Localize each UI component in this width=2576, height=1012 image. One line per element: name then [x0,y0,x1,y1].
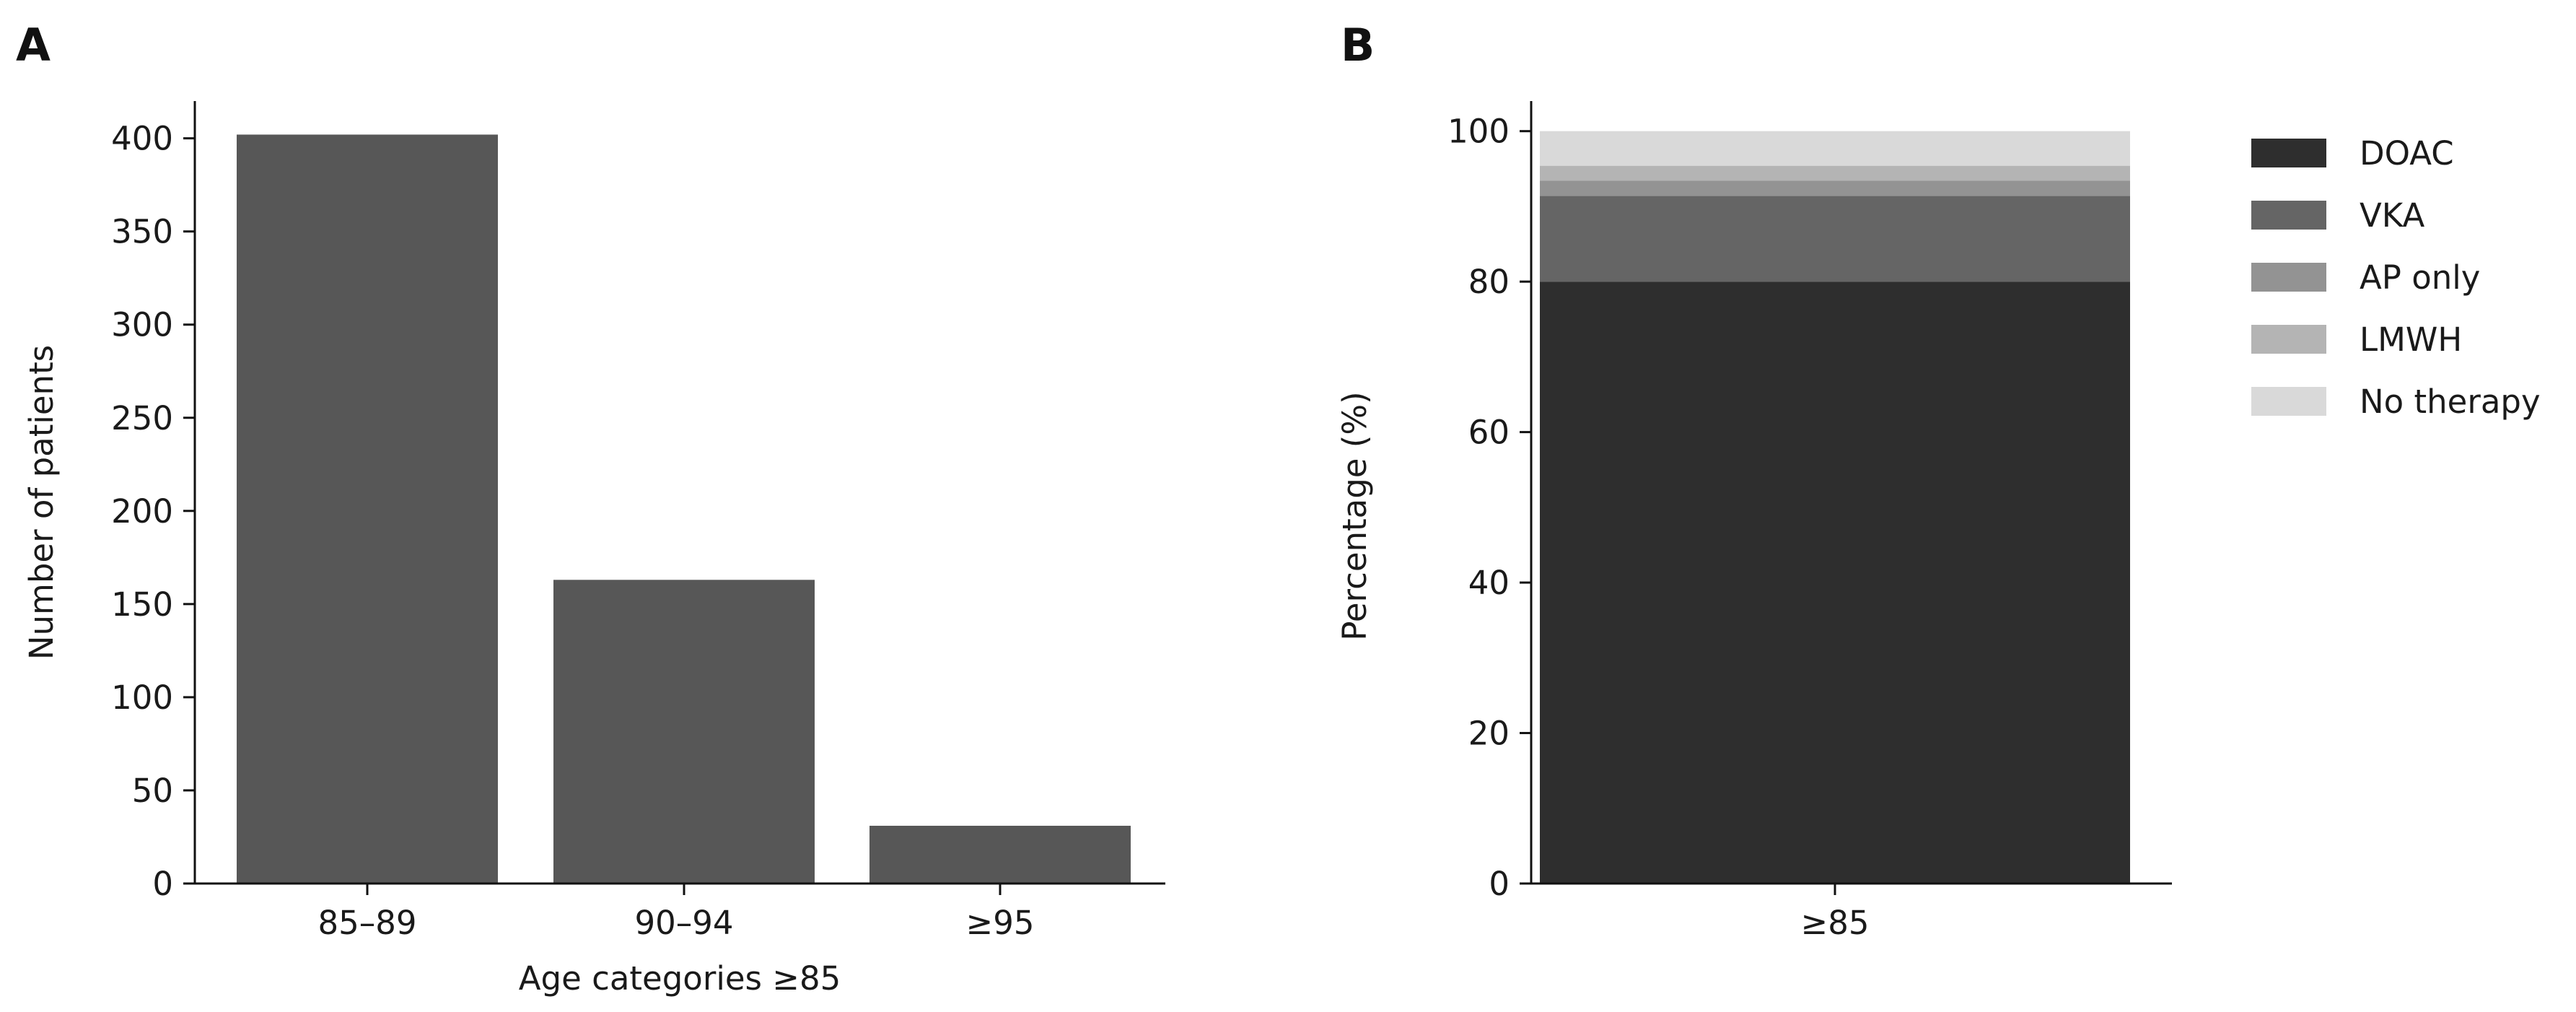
y-tick-label: 0 [1489,865,1510,903]
panel-a-bar-chart: A 0 50 100 150 200 250 300 350 400 85–89 90–94 ≥95… [16,19,1165,998]
panel-a-y-ticks: 0 50 100 150 200 250 300 350 400 [111,120,195,903]
legend-label: DOAC [2360,134,2454,173]
legend-label: VKA [2360,196,2425,235]
y-tick-label: 50 [132,772,173,810]
segment-vka [1540,196,2130,282]
bar-3 [869,825,1131,884]
panel-a-letter: A [16,19,51,71]
y-tick-label: 250 [111,399,173,437]
y-tick-label: 0 [152,865,173,903]
y-tick-label: 100 [111,679,173,717]
y-tick-label: 400 [111,120,173,158]
y-tick-label: 350 [111,213,173,251]
y-tick-label: 100 [1447,113,1510,151]
panel-b-y-axis-label: Percentage (%) [1336,391,1374,640]
segment-ap-only [1540,180,2130,196]
panel-a-y-axis-label: Number of patients [22,345,61,660]
bar-2 [553,580,815,884]
x-tick-label: ≥85 [1801,904,1870,942]
legend-label: LMWH [2360,320,2462,359]
panel-a-x-ticks: 85–89 90–94 ≥95 [317,884,1034,942]
panel-b-y-ticks: 0 20 40 60 80 100 [1447,113,1531,903]
panel-b-letter: B [1341,19,1375,71]
y-tick-label: 150 [111,585,173,624]
legend-swatch [2251,139,2326,167]
panel-b-stacked-bar-chart: B 0 20 40 60 80 100 ≥85 Percentage (%) DOAC VK… [1336,19,2541,942]
segment-no-therapy [1540,131,2130,166]
bar-1 [237,134,498,884]
y-tick-label: 60 [1468,414,1510,452]
y-tick-label: 300 [111,306,173,344]
x-tick-label: 85–89 [317,904,416,942]
x-tick-label: ≥95 [966,904,1035,942]
legend-swatch [2251,201,2326,230]
x-tick-label: 90–94 [634,904,733,942]
segment-doac [1540,282,2130,884]
legend-swatch [2251,263,2326,292]
panel-b-x-ticks: ≥85 [1801,884,1870,942]
legend-swatch [2251,325,2326,354]
legend-label: No therapy [2360,383,2541,421]
y-tick-label: 200 [111,492,173,531]
panel-b-bar-segments [1540,131,2130,884]
segment-lmwh [1540,165,2130,181]
y-tick-label: 80 [1468,263,1510,301]
panel-a-bars [237,134,1131,884]
y-tick-label: 40 [1468,564,1510,602]
panel-a-x-axis-label: Age categories ≥85 [519,959,841,998]
y-tick-label: 20 [1468,715,1510,753]
panel-b-legend: DOAC VKA AP only LMWH No therapy [2251,134,2541,421]
legend-label: AP only [2360,258,2480,297]
legend-swatch [2251,387,2326,416]
